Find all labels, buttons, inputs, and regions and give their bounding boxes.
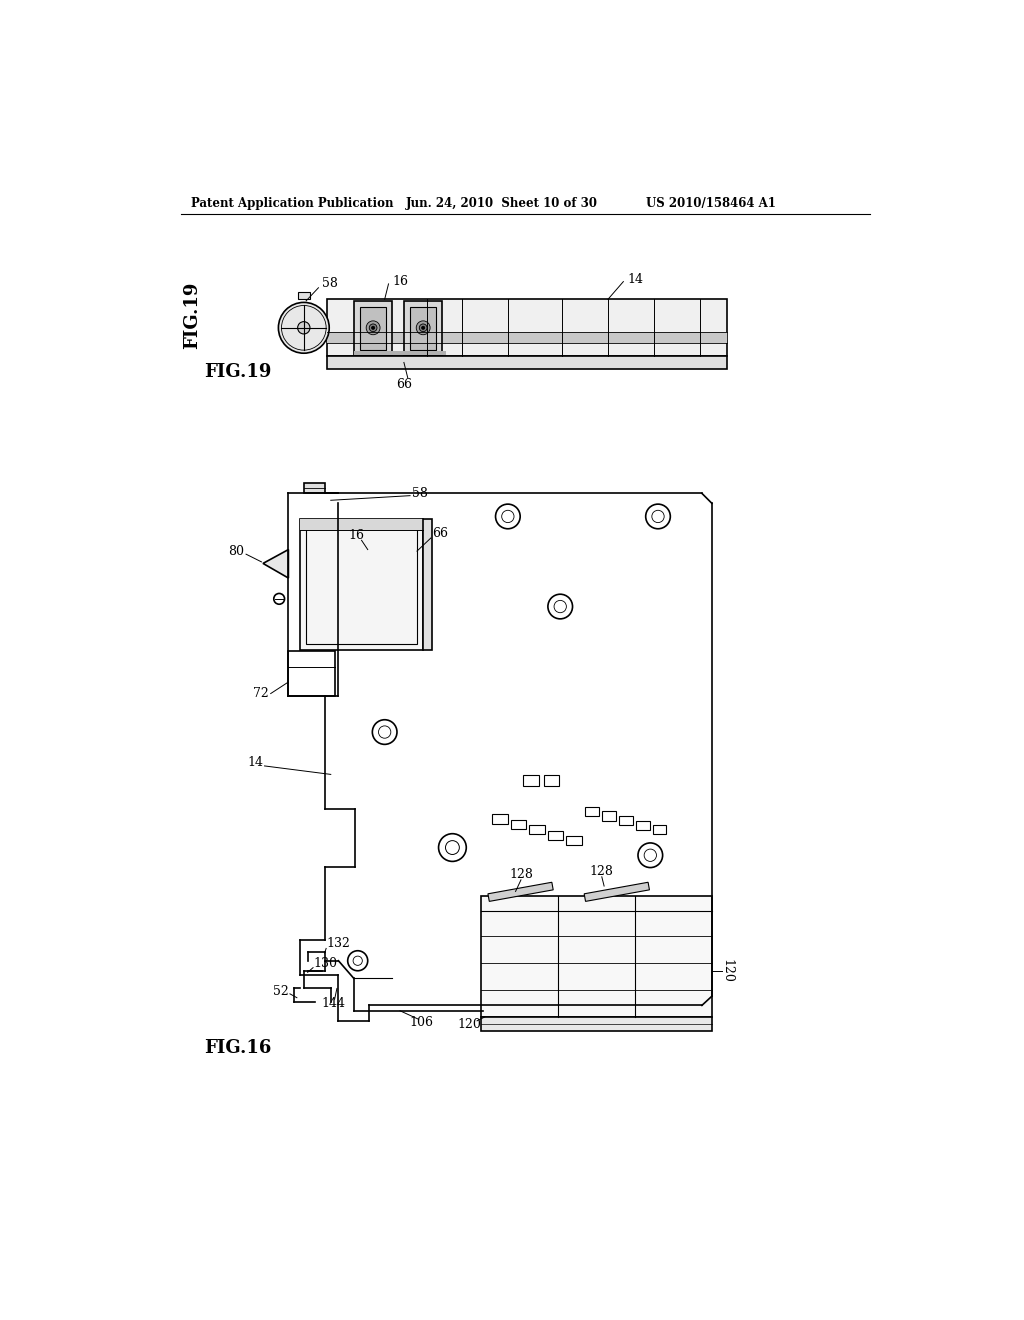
Text: 66: 66 [432, 527, 449, 540]
Bar [354, 301, 392, 355]
Text: 14: 14 [628, 273, 643, 286]
Bar [523, 775, 539, 785]
Text: FIG.19: FIG.19 [204, 363, 271, 380]
Polygon shape [263, 549, 289, 578]
Text: 128: 128 [509, 869, 532, 880]
Circle shape [279, 302, 330, 354]
Bar [585, 807, 599, 816]
Bar [327, 356, 727, 368]
Bar [511, 820, 526, 829]
Bar [481, 1016, 712, 1031]
Text: Patent Application Publication: Patent Application Publication [190, 197, 393, 210]
Bar [306, 525, 417, 644]
Bar [403, 301, 442, 355]
Circle shape [372, 326, 375, 330]
Bar [300, 519, 423, 531]
Bar [360, 308, 386, 350]
Text: 128: 128 [590, 865, 613, 878]
Circle shape [298, 322, 310, 334]
Bar [289, 651, 335, 696]
Text: 16: 16 [348, 529, 365, 543]
Bar [652, 825, 667, 834]
Bar [493, 814, 508, 824]
Text: 16: 16 [392, 275, 409, 288]
Bar [410, 308, 436, 350]
Text: 130: 130 [313, 957, 338, 970]
Bar [423, 519, 432, 649]
Text: 106: 106 [410, 1016, 433, 1028]
Circle shape [367, 321, 380, 335]
Text: 58: 58 [322, 277, 337, 290]
Text: 80: 80 [228, 545, 245, 557]
Text: 132: 132 [327, 937, 351, 950]
Polygon shape [584, 882, 649, 902]
Bar [327, 331, 727, 343]
Bar [481, 896, 712, 1016]
Bar [618, 816, 633, 825]
Bar [544, 775, 559, 785]
Text: FIG.19: FIG.19 [183, 282, 201, 350]
Bar [300, 519, 423, 649]
Text: 58: 58 [412, 487, 427, 500]
Bar [566, 836, 582, 845]
Bar [354, 351, 446, 355]
Bar [529, 825, 545, 834]
Text: 66: 66 [396, 378, 412, 391]
Bar [636, 821, 649, 830]
Text: 120: 120 [458, 1018, 481, 1031]
Text: US 2010/158464 A1: US 2010/158464 A1 [646, 197, 776, 210]
Bar [327, 300, 727, 356]
Text: 120: 120 [721, 960, 734, 983]
Text: 14: 14 [247, 756, 263, 770]
Bar [298, 293, 310, 298]
Text: 52: 52 [272, 985, 289, 998]
Text: FIG.16: FIG.16 [204, 1039, 271, 1057]
Bar [304, 483, 326, 494]
Circle shape [422, 326, 425, 330]
Polygon shape [487, 882, 553, 902]
Bar [602, 812, 615, 821]
Circle shape [419, 323, 427, 331]
Text: 144: 144 [322, 998, 345, 1010]
Circle shape [416, 321, 430, 335]
Text: Jun. 24, 2010  Sheet 10 of 30: Jun. 24, 2010 Sheet 10 of 30 [407, 197, 598, 210]
Circle shape [370, 323, 377, 331]
Bar [548, 830, 563, 840]
Text: 72: 72 [253, 686, 269, 700]
